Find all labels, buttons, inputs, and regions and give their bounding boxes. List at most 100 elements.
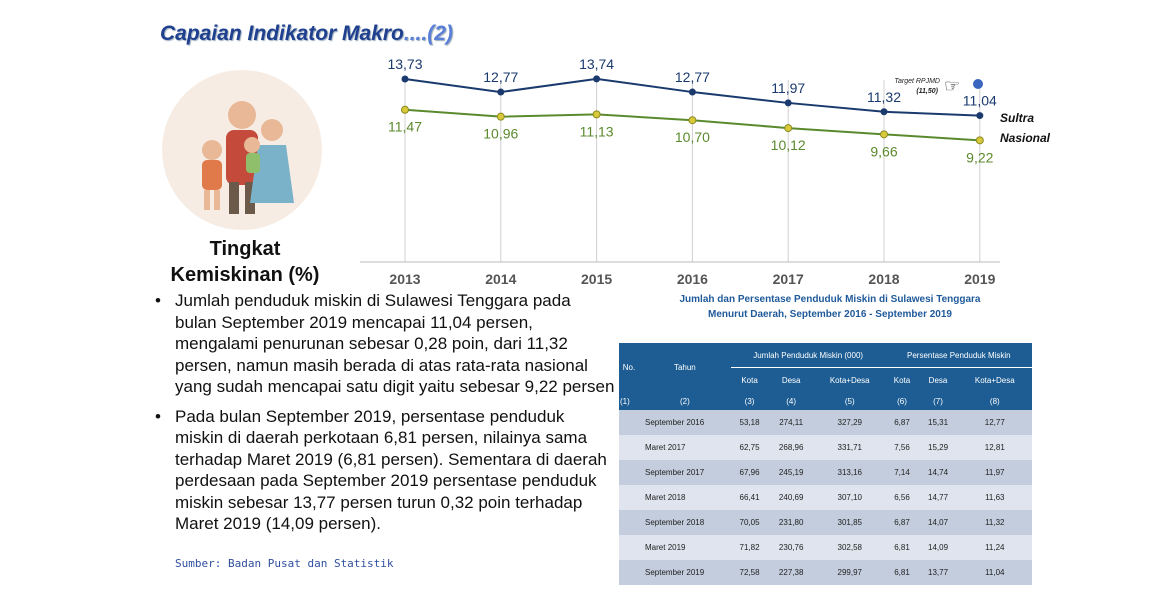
bullet-item: Pada bulan September 2019, persentase pe…	[155, 406, 615, 535]
col-number: (8)	[957, 392, 1032, 410]
table-cell: 7,56	[885, 435, 919, 460]
table-cell: 6,81	[885, 560, 919, 585]
legend-label: Sultra	[1000, 111, 1034, 125]
table-cell: 14,07	[918, 510, 958, 535]
data-label: 9,66	[870, 143, 897, 159]
table-cell: 327,29	[813, 410, 886, 435]
data-label: 12,77	[483, 69, 518, 85]
table-cell: 331,71	[813, 435, 886, 460]
x-tick-label: 2015	[581, 271, 612, 287]
data-point	[784, 99, 792, 107]
data-point	[401, 105, 409, 114]
section-heading: Tingkat Kemiskinan (%)	[150, 236, 340, 288]
caption-line: Menurut Daerah, September 2016 - Septemb…	[708, 309, 952, 320]
table-cell: 53,18	[730, 410, 769, 435]
col-number: (5)	[813, 392, 886, 410]
data-label: 11,32	[867, 89, 901, 105]
table-cell: 301,85	[813, 510, 886, 535]
table-cell: 70,05	[730, 510, 769, 535]
data-label: 13,73	[387, 56, 422, 72]
table-cell: 13,77	[918, 560, 958, 585]
annotation-text: Target RPJMD	[894, 78, 940, 85]
data-label: 9,22	[966, 149, 993, 165]
x-tick-label: 2016	[677, 271, 708, 287]
table-row: September 2019 72,58 227,38 299,97 6,81 13,77…	[619, 560, 1032, 585]
data-label: 11,13	[580, 123, 614, 139]
table-cell	[619, 435, 640, 460]
table-cell: 62,75	[730, 435, 769, 460]
table-cell: 307,10	[813, 485, 886, 510]
target-marker	[973, 79, 983, 89]
table-cell: September 2018	[639, 510, 731, 535]
col-number: (3)	[730, 392, 769, 410]
table-cell: 240,69	[768, 485, 814, 510]
data-label: 10,70	[675, 129, 710, 145]
table-cell	[619, 485, 640, 510]
table-cell	[619, 410, 640, 435]
table-row: Maret 2019 71,82 230,76 302,58 6,81 14,09 11,2…	[619, 535, 1032, 560]
table-cell: 231,80	[768, 510, 814, 535]
legend-label: Nasional	[1000, 131, 1051, 145]
poverty-table: No. Tahun Jumlah Penduduk Miskin (000) Pers…	[619, 343, 1032, 585]
table-cell: 11,04	[957, 560, 1032, 585]
data-point	[880, 130, 888, 139]
table-cell: 245,19	[768, 460, 814, 485]
col-group-persen: Persentase Penduduk Miskin	[885, 343, 1032, 368]
col-number: (6)	[885, 392, 919, 410]
heading-line: Kemiskinan (%)	[170, 264, 320, 286]
table-cell: 227,38	[768, 560, 814, 585]
col-number: (4)	[768, 392, 814, 410]
col-tahun: Tahun	[639, 343, 731, 392]
col-header: Desa	[768, 367, 814, 392]
x-tick-label: 2018	[868, 271, 899, 287]
col-no: No.	[619, 343, 640, 392]
table-cell: 12,77	[957, 410, 1032, 435]
table-cell: September 2017	[639, 460, 731, 485]
table-cell: 313,16	[813, 460, 886, 485]
table-cell: Maret 2019	[639, 535, 731, 560]
data-point	[880, 108, 888, 116]
table-cell: 71,82	[730, 535, 769, 560]
x-tick-label: 2017	[773, 271, 804, 287]
table-cell: 12,81	[957, 435, 1032, 460]
table-cell	[619, 510, 640, 535]
data-label: 11,97	[771, 80, 805, 96]
table-cell: 67,96	[730, 460, 769, 485]
line-chart: 2013 2014 2015 2016 2017 2018 2019 13,73 12,77 13…	[360, 56, 1051, 287]
table-cell: 299,97	[813, 560, 886, 585]
table-row: September 2016 53,18 274,11 327,29 6,87 15,31…	[619, 410, 1032, 435]
table-cell: 14,09	[918, 535, 958, 560]
table-cell	[619, 535, 640, 560]
data-label: 10,96	[483, 126, 518, 142]
table-row: Maret 2018 66,41 240,69 307,10 6,56 14,77 11,6…	[619, 485, 1032, 510]
data-label: 11,04	[963, 93, 997, 109]
title-number: ....(2)	[403, 22, 453, 45]
table-cell: September 2016	[639, 410, 731, 435]
data-point	[593, 75, 601, 83]
table-cell: Maret 2018	[639, 485, 731, 510]
table-row: September 2018 70,05 231,80 301,85 6,87 14,07…	[619, 510, 1032, 535]
table-cell: 6,81	[885, 535, 919, 560]
pointing-hand-icon: ☞	[944, 76, 960, 96]
family-icon	[202, 101, 294, 214]
source-note: Sumber: Badan Pusat dan Statistik	[175, 557, 394, 570]
col-header: Desa	[918, 367, 958, 392]
table-cell: 302,58	[813, 535, 886, 560]
col-number: (1)	[619, 392, 640, 410]
family-illustration	[162, 70, 322, 230]
data-label: 12,77	[675, 69, 710, 85]
table-cell: 14,74	[918, 460, 958, 485]
table-cell: 6,87	[885, 410, 919, 435]
bullet-item: Jumlah penduduk miskin di Sulawesi Tengg…	[155, 290, 615, 398]
col-group-jumlah: Jumlah Penduduk Miskin (000)	[730, 343, 886, 368]
col-header: Kota+Desa	[957, 367, 1032, 392]
table-cell: 230,76	[768, 535, 814, 560]
data-label: 10,12	[771, 137, 806, 153]
table-cell: 274,11	[768, 410, 814, 435]
data-point	[401, 75, 409, 83]
table-caption: Jumlah dan Persentase Penduduk Miskin di…	[640, 292, 1020, 322]
col-header: Kota	[730, 367, 769, 392]
table-cell: 72,58	[730, 560, 769, 585]
col-header: Kota	[885, 367, 919, 392]
table-cell: September 2019	[639, 560, 731, 585]
